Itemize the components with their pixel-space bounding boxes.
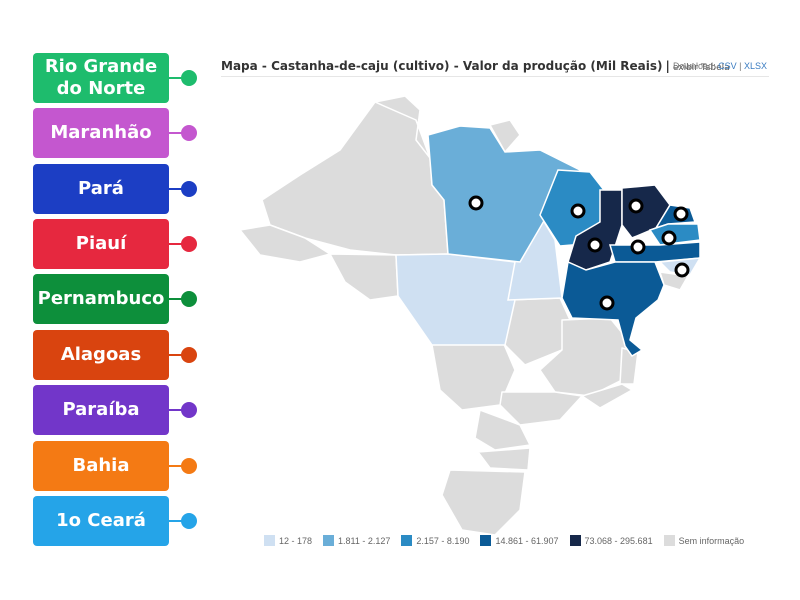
card-label: Maranhão [50, 122, 152, 143]
state-parana [474, 409, 531, 451]
download-divider: | [739, 61, 742, 71]
card-rio-grande-do-norte[interactable]: Rio Grande do Norte [33, 53, 197, 103]
title-separator: | [665, 59, 670, 73]
connector-knob[interactable] [181, 458, 197, 474]
connector-knob[interactable] [181, 402, 197, 418]
connector-knob[interactable] [181, 291, 197, 307]
connector-line [169, 77, 185, 79]
header-divider [221, 76, 769, 77]
download-label: Download: [673, 61, 716, 71]
card-maranhao[interactable]: Maranhão [33, 108, 197, 158]
drop-target-marker[interactable] [661, 230, 677, 246]
map-title: Mapa - Castanha-de-caju (cultivo) - Valo… [221, 59, 730, 73]
card-label: Alagoas [60, 344, 142, 365]
table-toggle-link[interactable]: exibir Tabela [672, 63, 730, 73]
connector-line [169, 188, 185, 190]
legend-item: 2.157 - 8.190 [401, 535, 469, 546]
connector-knob[interactable] [181, 181, 197, 197]
legend-swatch [401, 535, 413, 546]
legend-item: 14.861 - 61.907 [480, 535, 559, 546]
drop-target-marker[interactable] [570, 203, 586, 219]
connector-knob[interactable] [181, 347, 197, 363]
state-roraima [374, 95, 431, 159]
drop-target-marker[interactable] [674, 262, 690, 278]
legend-item: 1.811 - 2.127 [323, 535, 390, 546]
connector-line [169, 409, 185, 411]
card-label: Paraíba [62, 399, 140, 420]
connector-line [169, 298, 185, 300]
legend-label: Sem informação [678, 535, 745, 546]
connector-knob[interactable] [181, 70, 197, 86]
card-label: Piauí [75, 233, 127, 254]
drop-target-marker[interactable] [673, 206, 689, 222]
connector-line [169, 354, 185, 356]
state-rondonia [329, 253, 399, 301]
state-rio-de-janeiro [581, 383, 633, 409]
connector-line [169, 520, 185, 522]
connector-knob[interactable] [181, 236, 197, 252]
legend-swatch [569, 535, 581, 546]
connector-line [169, 132, 185, 134]
card-label: Pará [78, 178, 124, 199]
legend-label: 14.861 - 61.907 [495, 535, 559, 546]
drop-target-marker[interactable] [587, 237, 603, 253]
state-rio-grande-do-sul [441, 469, 526, 536]
connector-knob[interactable] [181, 513, 197, 529]
state-bahia [561, 260, 665, 358]
drop-target-marker[interactable] [628, 198, 644, 214]
legend-label: 12 - 178 [279, 535, 313, 546]
legend-item: Sem informação [663, 535, 745, 546]
state-mato-grosso [395, 253, 516, 346]
state-santa-catarina [477, 447, 531, 471]
card-label-line1: Rio Grande [44, 56, 158, 77]
legend-swatch [663, 535, 675, 546]
connector-line [169, 243, 185, 245]
map-legend: 12 - 178 1.811 - 2.127 2.157 - 8.190 14.… [264, 535, 755, 546]
card-ceara[interactable]: 1o Ceará [33, 496, 197, 546]
card-pernambuco[interactable]: Pernambuco [33, 274, 197, 324]
download-csv-link[interactable]: CSV [718, 61, 737, 71]
card-label: Rio Grande do Norte [45, 56, 157, 100]
card-para[interactable]: Pará [33, 164, 197, 214]
download-links: Download: CSV | XLSX [673, 61, 767, 71]
legend-item: 12 - 178 [264, 535, 312, 546]
card-piaui[interactable]: Piauí [33, 219, 197, 269]
drop-target-marker[interactable] [599, 295, 615, 311]
card-label: Pernambuco [37, 288, 165, 309]
card-paraiba[interactable]: Paraíba [33, 385, 197, 435]
drop-target-marker[interactable] [630, 239, 646, 255]
legend-swatch [264, 535, 275, 546]
card-label: Bahia [72, 455, 130, 476]
map-title-text: Mapa - Castanha-de-caju (cultivo) - Valo… [221, 59, 663, 73]
card-alagoas[interactable]: Alagoas [33, 330, 197, 380]
connector-line [169, 465, 185, 467]
legend-swatch [480, 535, 492, 546]
legend-label: 2.157 - 8.190 [416, 535, 470, 546]
card-bahia[interactable]: Bahia [33, 441, 197, 491]
state-sao-paulo [499, 391, 583, 426]
connector-knob[interactable] [181, 125, 197, 141]
card-label-line2: do Norte [56, 78, 146, 99]
legend-label: 73.068 - 295.681 [584, 535, 653, 546]
card-label: 1o Ceará [56, 510, 146, 531]
download-xlsx-link[interactable]: XLSX [743, 61, 767, 71]
legend-label: 1.811 - 2.127 [338, 535, 391, 546]
legend-item: 73.068 - 295.681 [569, 535, 653, 546]
drop-target-marker[interactable] [468, 195, 484, 211]
legend-swatch [323, 535, 335, 546]
